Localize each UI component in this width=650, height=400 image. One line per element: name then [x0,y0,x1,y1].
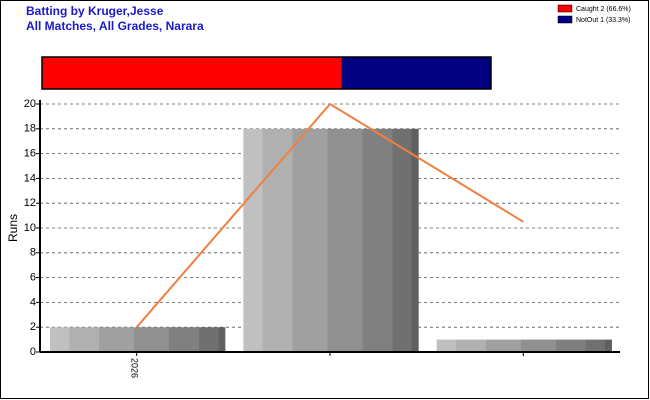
legend-label: NotOut 1 (33.3%) [576,17,630,24]
y-tick-label: 2 [30,321,36,333]
x-tick-label: 2026 [129,358,139,378]
bar-segment [42,57,342,89]
y-tick-label: 16 [24,148,36,160]
y-tick-label: 14 [24,172,36,184]
y-tick-label: 0 [30,346,36,358]
y-tick-label: 20 [24,98,36,110]
chart-subtitle: All Matches, All Grades, Narara [26,19,204,33]
bar [243,128,419,352]
legend-swatch [557,4,573,13]
bar-segment [341,57,491,89]
y-tick-label: 10 [24,222,36,234]
bar [436,339,612,352]
line [135,102,524,328]
y-tick-label: 12 [24,197,36,209]
y-axis-label: Runs [6,214,20,242]
bar [50,327,226,352]
bar-outline [41,56,492,90]
y-tick-label: 18 [24,123,36,135]
legend-label: Caught 2 (66.6%) [576,6,631,13]
y-tick-label: 6 [30,272,36,284]
chart-title: Batting by Kruger,Jesse [26,4,164,18]
y-tick-label: 4 [30,296,36,308]
y-tick-label: 8 [30,247,36,259]
legend-swatch [557,15,573,24]
